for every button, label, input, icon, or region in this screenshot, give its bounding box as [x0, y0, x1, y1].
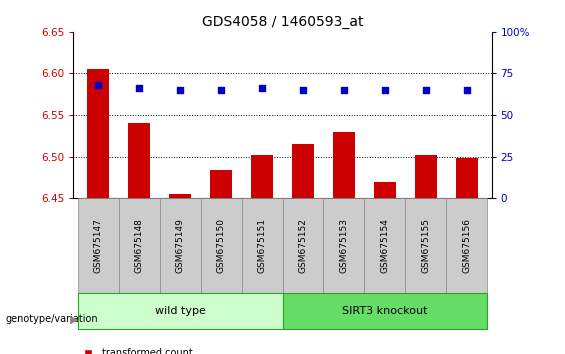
Bar [415, 155, 437, 198]
Text: ▶: ▶ [69, 314, 78, 324]
Text: GSM675152: GSM675152 [298, 218, 307, 273]
Text: genotype/variation: genotype/variation [6, 314, 98, 324]
Text: GSM675148: GSM675148 [134, 218, 144, 273]
Text: SIRT3 knockout: SIRT3 knockout [342, 306, 428, 316]
Text: wild type: wild type [155, 306, 206, 316]
Bar [201, 198, 241, 292]
Bar [282, 292, 488, 329]
Point [216, 87, 225, 93]
Bar [282, 198, 324, 292]
Point [134, 86, 144, 91]
Bar [406, 198, 446, 292]
Bar [251, 155, 273, 198]
Text: GSM675153: GSM675153 [340, 218, 349, 273]
Point [340, 87, 349, 93]
Text: GSM675154: GSM675154 [380, 218, 389, 273]
Bar [292, 144, 314, 198]
Bar [210, 170, 232, 198]
Bar [456, 158, 478, 198]
Bar [128, 123, 150, 198]
Point [462, 87, 471, 93]
Point [380, 87, 389, 93]
Bar [169, 194, 192, 198]
Text: GSM675151: GSM675151 [258, 218, 267, 273]
Text: GSM675156: GSM675156 [463, 218, 471, 273]
Text: GSM675150: GSM675150 [216, 218, 225, 273]
Bar [446, 198, 488, 292]
Bar [159, 198, 201, 292]
Bar [77, 292, 282, 329]
Point [258, 86, 267, 91]
Bar [119, 198, 159, 292]
Text: GSM675155: GSM675155 [421, 218, 431, 273]
Bar [77, 198, 119, 292]
Bar [333, 132, 355, 198]
Point [298, 87, 307, 93]
Text: GSM675147: GSM675147 [94, 218, 102, 273]
Text: GSM675149: GSM675149 [176, 218, 185, 273]
Bar [373, 182, 396, 198]
Bar [241, 198, 282, 292]
Legend: transformed count, percentile rank within the sample: transformed count, percentile rank withi… [79, 348, 267, 354]
Bar [324, 198, 364, 292]
Title: GDS4058 / 1460593_at: GDS4058 / 1460593_at [202, 16, 363, 29]
Bar [87, 69, 109, 198]
Point [176, 87, 185, 93]
Point [94, 82, 103, 88]
Point [421, 87, 431, 93]
Bar [364, 198, 406, 292]
